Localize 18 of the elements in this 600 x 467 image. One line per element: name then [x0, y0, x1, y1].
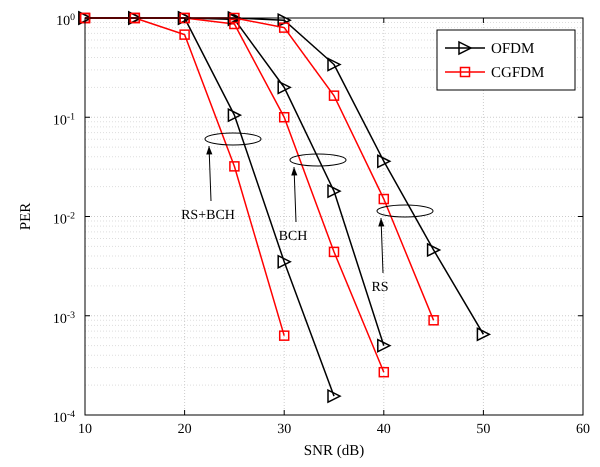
y-tick-label: 10$^{-1}$ [52, 110, 76, 128]
annotation: RS [371, 280, 389, 295]
x-tick-label: 30 [277, 422, 292, 437]
annotation: RS+BCH [181, 208, 235, 223]
legend-label: CGFDM [491, 65, 544, 81]
x-tick-label: 10 [78, 422, 92, 437]
y-tick-label: 10$^{-4}$ [52, 408, 76, 426]
x-tick-label: 60 [576, 422, 590, 437]
x-tick-label: 40 [376, 422, 391, 437]
x-tick-label: 50 [476, 422, 490, 437]
x-axis-title: SNR (dB) [304, 443, 364, 459]
legend-label: OFDM [491, 41, 534, 57]
annotation: BCH [278, 229, 308, 244]
y-tick-label: 10$^{0}$ [56, 12, 76, 29]
y-tick-label: 10$^{-2}$ [52, 210, 76, 228]
y-axis-title: PER [18, 202, 34, 230]
x-tick-label: 20 [178, 422, 192, 437]
y-tick-label: 10$^{-3}$ [52, 309, 76, 327]
